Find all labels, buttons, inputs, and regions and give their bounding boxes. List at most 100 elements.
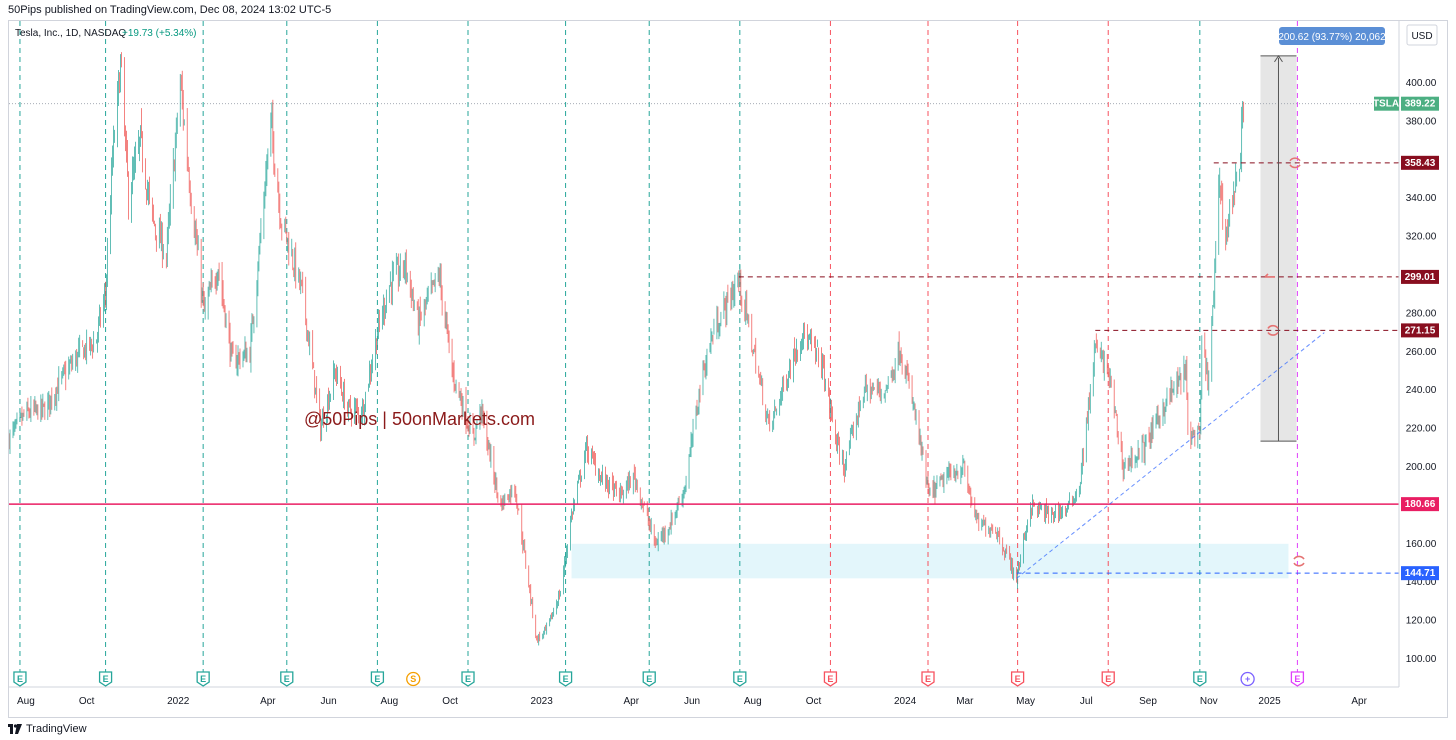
- event-marker: E: [558, 671, 573, 687]
- price-tag: 271.15: [1401, 323, 1439, 338]
- event-marker-label: E: [646, 674, 652, 684]
- tradingview-logo-icon: [8, 724, 22, 734]
- price-tag: 299.01: [1401, 269, 1439, 284]
- event-marker-label: E: [374, 674, 380, 684]
- event-marker-label: E: [563, 674, 569, 684]
- sync-icon: [1293, 555, 1305, 567]
- x-tick-label: Nov: [1200, 696, 1218, 707]
- chart-legend: Tesla, Inc., 1D, NASDAQ+19.73 (+5.34%): [15, 28, 197, 39]
- x-tick-label: 2025: [1258, 696, 1281, 707]
- y-tick-label: 340.00: [1406, 193, 1437, 204]
- event-marker-label: E: [17, 674, 23, 684]
- event-marker-label: E: [1197, 674, 1203, 684]
- event-marker: S: [406, 671, 421, 687]
- x-tick-label: Mar: [956, 696, 974, 707]
- y-tick-label: 380.00: [1406, 116, 1437, 127]
- y-tick-label: 140.00: [1406, 577, 1437, 588]
- y-tick-label: 320.00: [1406, 232, 1437, 243]
- event-marker: E: [370, 671, 385, 687]
- y-tick-label: 280.00: [1406, 308, 1437, 319]
- x-tick-label: Jun: [684, 696, 700, 707]
- x-tick-label: 2022: [167, 696, 190, 707]
- event-marker: E: [1193, 671, 1207, 687]
- event-marker: E: [280, 671, 294, 687]
- chart-panel[interactable]: 200.62 (93.77%) 20,062 @50Pips | 50onMark…: [8, 20, 1448, 718]
- y-tick-label: 220.00: [1406, 424, 1437, 435]
- footer: TradingView: [0, 718, 1456, 740]
- event-marker: E: [461, 671, 475, 687]
- event-marker-label: E: [925, 674, 931, 684]
- event-marker: +: [1240, 671, 1255, 687]
- x-tick-label: Aug: [17, 696, 35, 707]
- candles: [9, 52, 1245, 646]
- y-tick-label: 260.00: [1406, 347, 1437, 358]
- price-tag-value: 271.15: [1405, 325, 1436, 336]
- event-marker-label: E: [103, 674, 109, 684]
- price-tag: 144.71: [1401, 566, 1439, 581]
- x-tick-label: Oct: [442, 696, 458, 707]
- x-tick-label: Apr: [260, 696, 276, 707]
- event-marker: E: [13, 671, 27, 687]
- legend-change: +19.73 (+5.34%): [122, 28, 197, 39]
- event-marker: E: [733, 671, 747, 687]
- x-tick-label: Jul: [1080, 696, 1093, 707]
- y-tick-label: 400.00: [1406, 78, 1437, 89]
- x-tick-label: May: [1016, 696, 1035, 707]
- publish-header: 50Pips published on TradingView.com, Dec…: [0, 0, 1456, 20]
- price-tag-value: 299.01: [1405, 272, 1436, 283]
- y-tick-label: 160.00: [1406, 539, 1437, 550]
- event-marker: E: [1290, 671, 1305, 687]
- legend-symbol: Tesla, Inc., 1D, NASDAQ: [15, 28, 126, 39]
- x-tick-label: Jun: [321, 696, 337, 707]
- event-marker-label: E: [1105, 674, 1111, 684]
- price-tag: TSLA 389.22: [1373, 96, 1439, 111]
- measure-label: 200.62 (93.77%) 20,062: [1278, 32, 1386, 43]
- currency-label: USD: [1411, 31, 1432, 42]
- candlestick-chart[interactable]: 200.62 (93.77%) 20,062 @50Pips | 50onMark…: [9, 21, 1447, 717]
- demand-zone: [571, 543, 1289, 579]
- watermark: @50Pips | 50onMarkets.com: [304, 409, 535, 429]
- y-tick-label: 100.00: [1406, 654, 1437, 665]
- price-tag-value: 389.22: [1405, 99, 1436, 110]
- publish-header-text: 50Pips published on TradingView.com, Dec…: [8, 4, 332, 16]
- price-tag-symbol: TSLA: [1373, 99, 1399, 110]
- event-marker: E: [1101, 671, 1115, 687]
- event-marker-label: E: [200, 674, 206, 684]
- x-tick-label: Sep: [1139, 696, 1157, 707]
- price-tag-value: 144.71: [1405, 568, 1436, 579]
- arrow-left-icon: [1264, 273, 1275, 278]
- event-marker-label: E: [827, 674, 833, 684]
- currency-button: [1406, 24, 1438, 46]
- event-marker-label: E: [737, 674, 743, 684]
- x-tick-label: Aug: [380, 696, 398, 707]
- x-tick-label: Oct: [806, 696, 822, 707]
- x-tick-label: Apr: [624, 696, 640, 707]
- footer-brand: TradingView: [26, 723, 87, 735]
- x-tick-label: Aug: [744, 696, 762, 707]
- event-marker-label: E: [1294, 674, 1300, 684]
- event-marker-label: S: [410, 674, 416, 684]
- y-tick-label: 120.00: [1406, 616, 1437, 627]
- measure-badge: [1279, 27, 1385, 45]
- y-tick-label: 200.00: [1406, 462, 1437, 473]
- event-marker-label: E: [1015, 674, 1021, 684]
- price-tag: 358.43: [1401, 155, 1439, 170]
- event-marker: E: [642, 671, 656, 687]
- event-marker: E: [98, 671, 113, 687]
- x-tick-label: Oct: [79, 696, 95, 707]
- event-marker-label: E: [284, 674, 290, 684]
- sync-icon: [1267, 324, 1279, 336]
- y-tick-label: 240.00: [1406, 385, 1437, 396]
- event-marker-label: E: [465, 674, 471, 684]
- trendline: [1016, 332, 1325, 579]
- event-marker: E: [196, 671, 210, 687]
- price-tag: 180.66: [1401, 497, 1439, 512]
- event-marker-label: +: [1245, 674, 1250, 684]
- x-tick-label: 2024: [894, 696, 917, 707]
- sync-icon: [1289, 157, 1301, 169]
- event-marker: E: [823, 671, 838, 687]
- x-tick-label: Apr: [1351, 696, 1367, 707]
- event-marker: E: [1010, 671, 1025, 687]
- price-tag-value: 358.43: [1405, 158, 1436, 169]
- event-marker: E: [921, 671, 935, 687]
